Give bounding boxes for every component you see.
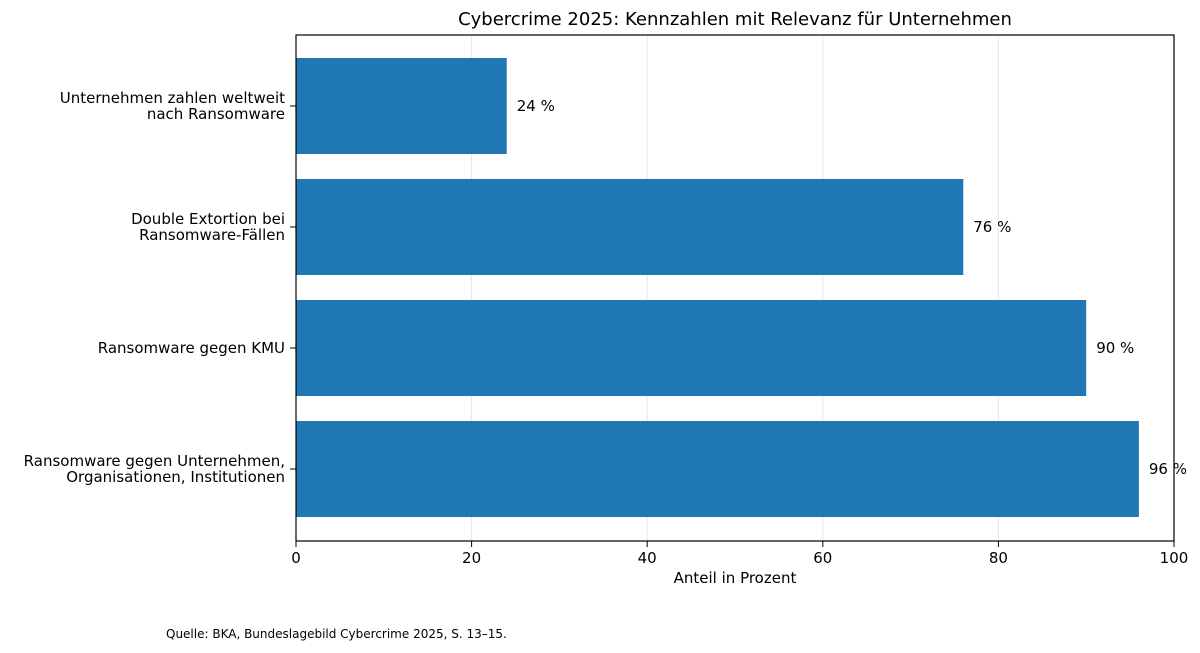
chart-title: Cybercrime 2025: Kennzahlen mit Relevanz…: [458, 9, 1012, 30]
value-label: 76 %: [973, 218, 1011, 236]
value-label: 96 %: [1149, 460, 1187, 478]
x-axis-ticks: 0 20 40 60 80 100: [291, 541, 1188, 567]
x-tick-label: 80: [989, 549, 1008, 567]
value-label: 24 %: [517, 97, 555, 115]
category-label: Unternehmen zahlen weltweit nach Ransomwa…: [60, 89, 285, 123]
x-tick-label: 20: [462, 549, 481, 567]
category-label: Double Extortion bei Ransomware-Fällen: [131, 210, 285, 244]
bar: [296, 58, 507, 154]
y-axis-labels: Unternehmen zahlen weltweit nach Ransomwa…: [24, 89, 296, 486]
value-labels: 24 % 76 % 90 % 96 %: [517, 97, 1187, 478]
x-tick-label: 100: [1160, 549, 1189, 567]
x-tick-label: 40: [638, 549, 657, 567]
value-label: 90 %: [1096, 339, 1134, 357]
category-label: Ransomware gegen KMU: [98, 339, 285, 357]
bar: [296, 179, 964, 275]
bar: [296, 421, 1139, 517]
category-label: Ransomware gegen Unternehmen, Organisatio…: [24, 452, 285, 486]
x-axis-label: Anteil in Prozent: [674, 569, 797, 587]
source-note: Quelle: BKA, Bundeslagebild Cybercrime 2…: [166, 627, 507, 641]
bar: [296, 300, 1087, 396]
bars: [296, 58, 1139, 517]
plot-frame: [295, 34, 1175, 542]
x-tick-label: 0: [291, 549, 301, 567]
x-tick-label: 60: [813, 549, 832, 567]
